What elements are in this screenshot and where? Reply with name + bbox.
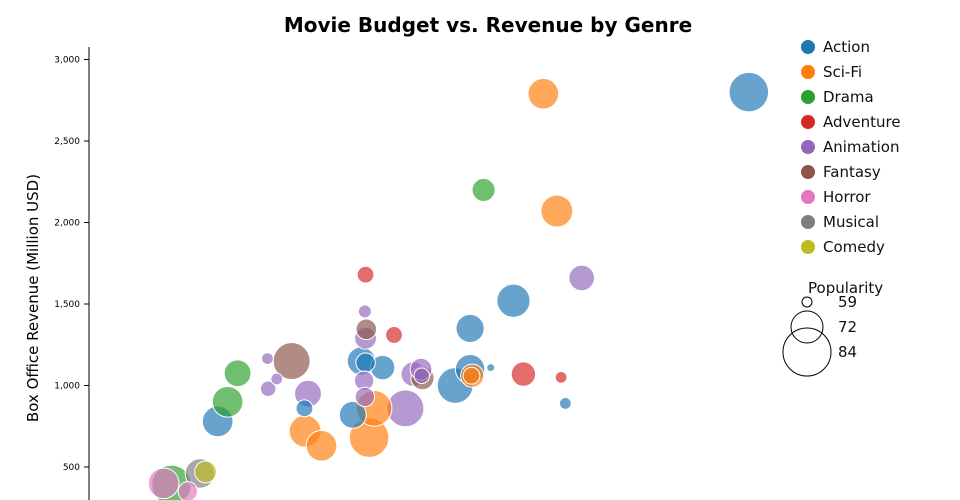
y-axis-ticks: 500 1,000 1,500 2,000 2,500 3,000	[54, 56, 89, 473]
bubble-animation[interactable]	[259, 380, 277, 398]
legend-swatch	[801, 190, 815, 204]
bubble-adventure[interactable]	[356, 265, 375, 284]
y-tick-label: 2,000	[54, 219, 80, 229]
y-tick-label: 1,000	[54, 382, 80, 392]
bubble-action[interactable]	[338, 400, 367, 429]
y-tick-label: 500	[63, 463, 80, 473]
legend-item-adventure[interactable]: Adventure	[801, 113, 901, 131]
bubble-animation[interactable]	[413, 367, 431, 385]
y-axis-label: Box Office Revenue (Million USD)	[24, 174, 42, 422]
legend-item-fantasy[interactable]: Fantasy	[801, 163, 881, 181]
legend-label: Action	[823, 38, 870, 56]
legend-swatch	[801, 65, 815, 79]
y-tick-label: 1,500	[54, 300, 80, 310]
legend-label: Sci-Fi	[823, 63, 862, 81]
legend-item-horror[interactable]: Horror	[801, 188, 871, 206]
legend-item-animation[interactable]: Animation	[801, 138, 899, 156]
legend-swatch	[801, 240, 815, 254]
bubble-action[interactable]	[486, 363, 496, 373]
bubble-animation[interactable]	[261, 352, 274, 365]
legend-item-drama[interactable]: Drama	[801, 88, 874, 106]
legend-swatch	[801, 140, 815, 154]
legend-swatch	[801, 165, 815, 179]
bubble-drama[interactable]	[223, 359, 252, 388]
legend-item-comedy[interactable]: Comedy	[801, 238, 885, 256]
legend-item-musical[interactable]: Musical	[801, 213, 879, 231]
bubble-action[interactable]	[728, 71, 770, 113]
bubble-adventure[interactable]	[554, 370, 568, 384]
bubble-horror[interactable]	[147, 467, 180, 500]
y-tick-label: 2,500	[54, 137, 80, 147]
bubble-animation[interactable]	[357, 304, 372, 319]
size-key-label: 72	[838, 318, 857, 336]
legend-label: Animation	[823, 138, 899, 156]
legend-label: Musical	[823, 213, 879, 231]
bubble-action[interactable]	[295, 399, 314, 418]
legend-swatch	[801, 90, 815, 104]
genre-legend: Action Sci-Fi Drama Adventure Animation Fanta…	[801, 38, 901, 256]
bubble-action[interactable]	[496, 283, 531, 318]
y-tick-label: 3,000	[54, 56, 80, 66]
size-legend-item: 84	[782, 327, 857, 377]
bubble-horror[interactable]	[177, 481, 198, 500]
legend-label: Adventure	[823, 113, 901, 131]
size-legend-title: Popularity	[808, 279, 883, 297]
bubble-sci-fi[interactable]	[305, 429, 338, 462]
bubble-drama[interactable]	[211, 385, 244, 418]
legend-item-action[interactable]: Action	[801, 38, 870, 56]
legend-label: Drama	[823, 88, 874, 106]
bubble-sci-fi[interactable]	[540, 194, 574, 228]
legend-swatch	[801, 115, 815, 129]
plot-area	[147, 71, 770, 500]
chart-title: Movie Budget vs. Revenue by Genre	[284, 13, 692, 37]
legend-item-sci-fi[interactable]: Sci-Fi	[801, 63, 862, 81]
bubble-action[interactable]	[355, 352, 376, 373]
bubble-animation[interactable]	[568, 264, 596, 292]
legend-swatch	[801, 215, 815, 229]
bubble-drama[interactable]	[471, 177, 496, 202]
size-key-circle	[801, 296, 813, 308]
size-legend-item: 59	[801, 293, 857, 311]
size-legend-item: 72	[790, 310, 857, 344]
legend-swatch	[801, 40, 815, 54]
bubble-sci-fi[interactable]	[527, 77, 560, 110]
bubble-sci-fi[interactable]	[462, 366, 481, 385]
size-key-circle	[790, 310, 824, 344]
bubble-fantasy[interactable]	[355, 318, 378, 341]
bubble-comedy[interactable]	[194, 460, 218, 484]
bubble-action[interactable]	[558, 397, 572, 410]
size-key-label: 59	[838, 293, 857, 311]
legend-label: Fantasy	[823, 163, 881, 181]
bubble-adventure[interactable]	[385, 326, 403, 344]
bubble-action[interactable]	[455, 313, 485, 344]
legend-label: Comedy	[823, 238, 885, 256]
bubble-animation[interactable]	[354, 386, 376, 408]
legend-label: Horror	[823, 188, 871, 206]
bubble-adventure[interactable]	[510, 361, 537, 387]
size-key-label: 84	[838, 343, 857, 361]
size-key-circle	[782, 327, 832, 377]
bubble-animation[interactable]	[270, 372, 284, 386]
